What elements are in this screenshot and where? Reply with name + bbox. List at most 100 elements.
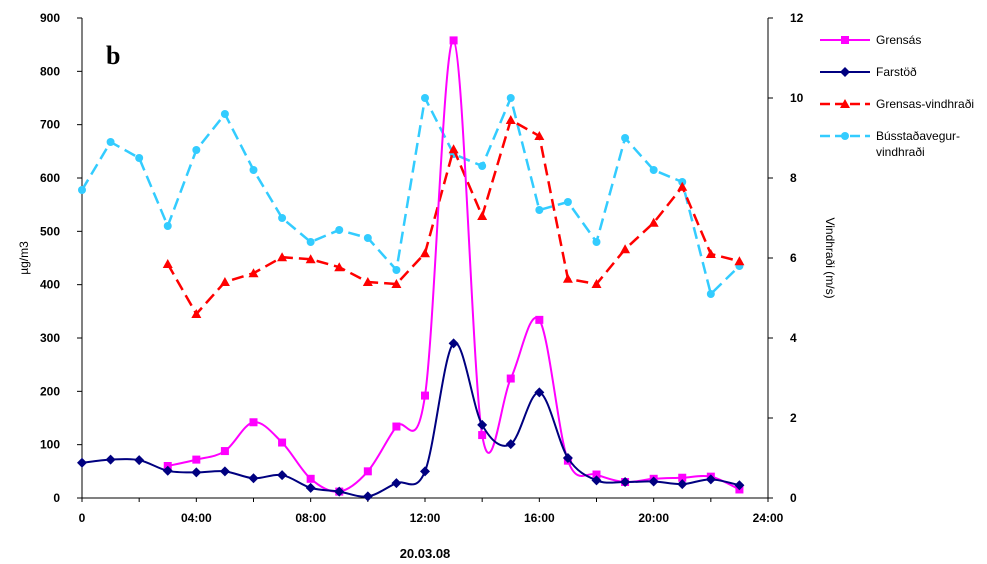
x-axis-date-label: 20.03.08 (400, 546, 451, 561)
x-tick-label: 24:00 (753, 511, 784, 525)
x-tick-label: 0 (79, 511, 86, 525)
legend-label: Bússtaðavegur- (876, 129, 960, 143)
data-point (450, 36, 458, 44)
y-right-tick-label: 8 (790, 171, 797, 185)
data-point (420, 248, 430, 257)
data-point (391, 478, 401, 488)
x-tick-label: 20:00 (638, 511, 669, 525)
series-1 (77, 338, 744, 501)
data-point (77, 458, 87, 468)
data-point (135, 154, 143, 162)
data-point (477, 211, 487, 220)
data-point (535, 206, 543, 214)
data-point (563, 274, 573, 283)
y-right-tick-label: 4 (790, 331, 797, 345)
y-left-tick-label: 300 (40, 331, 60, 345)
data-point (249, 473, 259, 483)
data-point (734, 256, 744, 265)
data-point (534, 131, 544, 140)
data-point (221, 447, 229, 455)
series-0 (164, 36, 744, 495)
data-point (363, 491, 373, 501)
y-left-tick-label: 400 (40, 278, 60, 292)
y-left-tick-label: 600 (40, 171, 60, 185)
y-left-tick-label: 100 (40, 438, 60, 452)
y-left-tick-label: 0 (53, 491, 60, 505)
y-right-tick-label: 12 (790, 11, 804, 25)
series-line (82, 98, 739, 294)
data-point (392, 423, 400, 431)
y-left-tick-label: 900 (40, 11, 60, 25)
data-point (163, 259, 173, 268)
data-point (78, 186, 86, 194)
legend-marker (841, 132, 849, 140)
x-tick-label: 16:00 (524, 511, 555, 525)
data-point (421, 94, 429, 102)
data-point (478, 431, 486, 439)
data-point (250, 418, 258, 426)
legend: Grensás Farstöð Grensas-vindhraði Bússtaðav… (820, 33, 974, 159)
data-point (621, 134, 629, 142)
series-line (82, 343, 739, 497)
data-point (278, 214, 286, 222)
data-point (221, 110, 229, 118)
legend-marker (841, 36, 849, 44)
y-axis-right-title: Vindhraði (m/s) (823, 217, 837, 298)
data-point (306, 483, 316, 493)
legend-marker (840, 67, 850, 77)
y-right-tick-label: 10 (790, 91, 804, 105)
data-point (192, 456, 200, 464)
legend-label: Grensás (876, 33, 921, 47)
data-point (477, 420, 487, 430)
data-point (164, 222, 172, 230)
legend-label: vindhraði (876, 145, 925, 159)
data-point (364, 234, 372, 242)
y-left-tick-label: 700 (40, 118, 60, 132)
y-right-tick-label: 2 (790, 411, 797, 425)
data-point (307, 475, 315, 483)
data-point (335, 226, 343, 234)
data-point (392, 266, 400, 274)
axes (82, 18, 768, 498)
data-point (593, 238, 601, 246)
y-right-tick-label: 0 (790, 491, 797, 505)
data-point (449, 338, 459, 348)
series-2 (163, 115, 745, 318)
y-left-tick-label: 800 (40, 64, 60, 78)
data-point (478, 162, 486, 170)
y-left-tick-label: 500 (40, 224, 60, 238)
data-point (307, 238, 315, 246)
data-point (134, 455, 144, 465)
data-point (220, 277, 230, 286)
y-left-tick-label: 200 (40, 384, 60, 398)
data-point (249, 268, 259, 277)
legend-label: Grensas-vindhraði (876, 97, 974, 111)
data-point (706, 249, 716, 258)
y-axis-left-title: µg/m3 (17, 241, 31, 275)
data-point (507, 94, 515, 102)
data-point (535, 316, 543, 324)
data-point (420, 466, 430, 476)
data-point (106, 455, 116, 465)
data-point (421, 392, 429, 400)
data-point (277, 470, 287, 480)
data-point (220, 466, 230, 476)
panel-label: b (106, 41, 120, 70)
y-right-tick-label: 6 (790, 251, 797, 265)
x-tick-label: 04:00 (181, 511, 212, 525)
legend-label: Farstöð (876, 65, 917, 79)
series-3 (78, 94, 743, 298)
data-point (564, 198, 572, 206)
data-point (620, 244, 630, 253)
data-point (278, 439, 286, 447)
x-tick-label: 08:00 (295, 511, 326, 525)
data-point (250, 166, 258, 174)
x-tick-label: 12:00 (410, 511, 441, 525)
data-point (507, 375, 515, 383)
data-point (192, 146, 200, 154)
data-point (650, 166, 658, 174)
data-point (707, 290, 715, 298)
data-point (364, 467, 372, 475)
data-point (191, 467, 201, 477)
